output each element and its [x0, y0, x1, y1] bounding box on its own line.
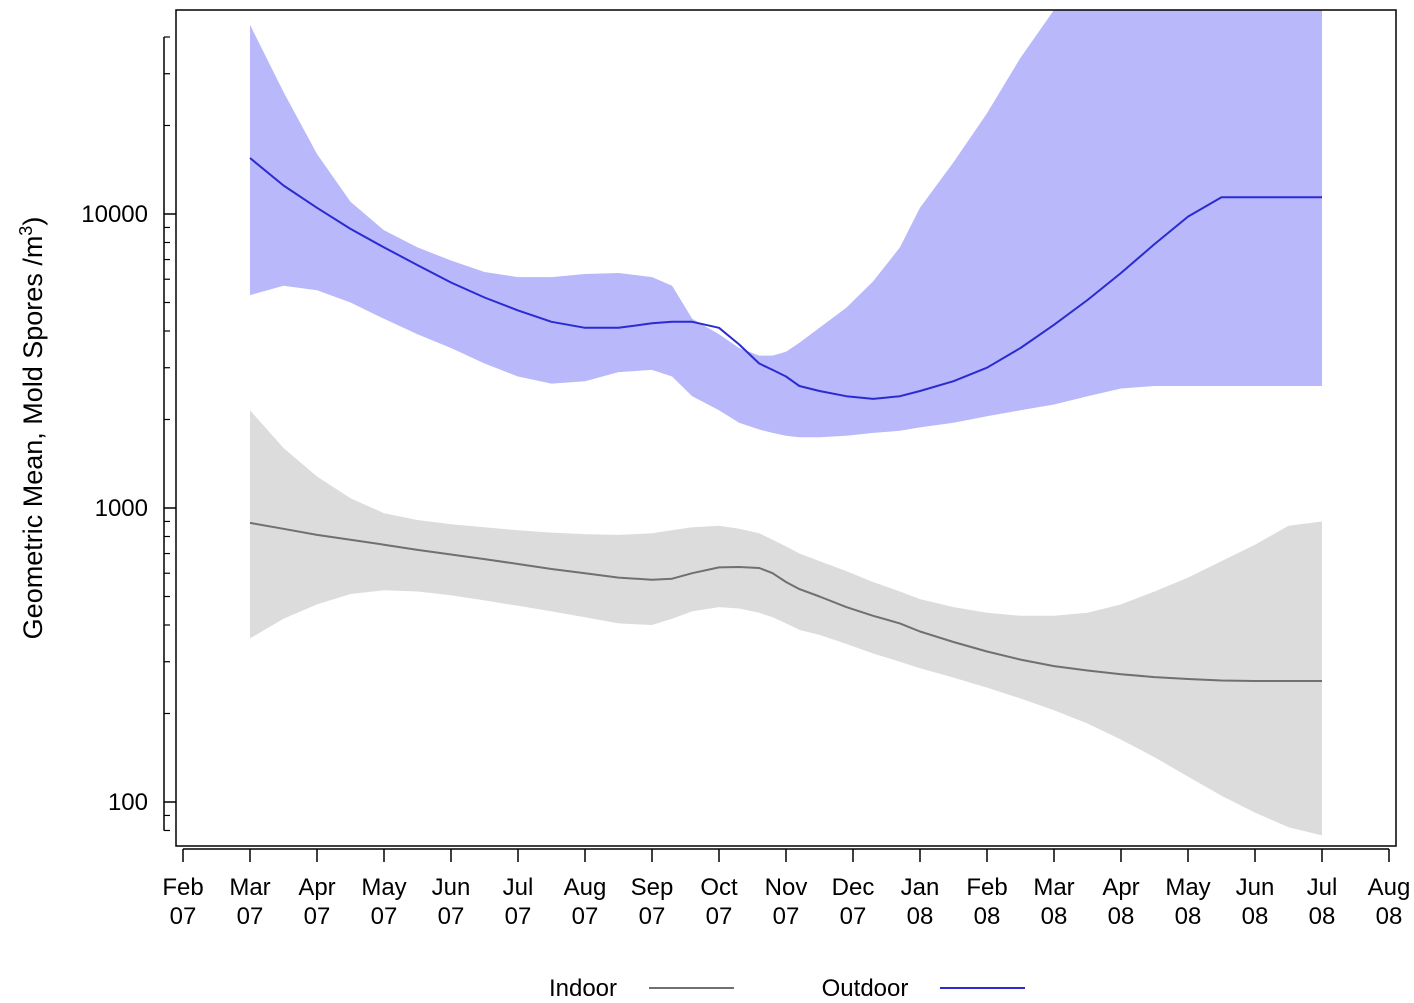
x-tick-label-year: 08 [1309, 903, 1336, 930]
x-tick-label-year: 08 [1175, 903, 1202, 930]
plot-area [175, 9, 1397, 847]
y-axis-title: Geometric Mean, Mold Spores /m3) [16, 217, 48, 640]
x-tick-label-year: 07 [639, 903, 666, 930]
x-tick-label-year: 08 [1041, 903, 1068, 930]
y-axis: 100 1000 10000 [81, 36, 176, 832]
y-tick-label: 100 [108, 789, 148, 816]
x-tick-label-year: 07 [237, 903, 264, 930]
x-tick-label-month: Nov [765, 874, 808, 901]
band-outdoor [250, 10, 1322, 438]
x-tick-label-month: Apr [1102, 874, 1139, 901]
legend-label-outdoor: Outdoor [822, 975, 909, 1002]
x-tick-label-month: Jun [1236, 874, 1275, 901]
x-tick-label-year: 08 [1108, 903, 1135, 930]
x-tick-label-month: Apr [298, 874, 335, 901]
x-tick-label-month: Jun [432, 874, 471, 901]
x-tick-label-year: 08 [1376, 903, 1403, 930]
x-tick-label-year: 07 [304, 903, 331, 930]
x-tick-label-year: 07 [170, 903, 197, 930]
y-tick-label: 1000 [95, 495, 148, 522]
x-tick-label-month: Sep [631, 874, 674, 901]
x-tick-label-month: Oct [700, 874, 738, 901]
x-tick-label-year: 08 [974, 903, 1001, 930]
x-tick-label-month: Feb [966, 874, 1007, 901]
band-indoor [250, 410, 1322, 836]
x-tick-label-month: Mar [229, 874, 270, 901]
x-tick-label-year: 07 [840, 903, 867, 930]
series-lines [249, 157, 1322, 682]
x-tick-label-year: 07 [438, 903, 465, 930]
x-tick-label-month: Feb [162, 874, 203, 901]
x-tick-label-year: 07 [572, 903, 599, 930]
y-axis-title-superscript: 3 [16, 226, 36, 236]
x-tick-label-month: Dec [832, 874, 875, 901]
x-tick-label-year: 07 [706, 903, 733, 930]
x-tick-label-month: Jul [1307, 874, 1338, 901]
x-tick-label-year: 08 [907, 903, 934, 930]
x-tick-label-month: May [361, 874, 406, 901]
y-axis-title-suffix: ) [18, 217, 48, 226]
y-axis-title-main: Geometric Mean, Mold Spores /m [18, 236, 48, 640]
confidence-bands [250, 10, 1322, 836]
x-tick-label-year: 08 [1242, 903, 1269, 930]
x-tick-label-month: Aug [1368, 874, 1411, 901]
x-tick-label-year: 07 [371, 903, 398, 930]
y-tick-label: 10000 [81, 201, 148, 228]
x-tick-label-year: 07 [773, 903, 800, 930]
x-tick-label-month: May [1165, 874, 1210, 901]
legend: Indoor Outdoor [549, 975, 1025, 1002]
x-axis: Feb07Mar07Apr07May07Jun07Jul07Aug07Sep07… [162, 848, 1411, 930]
plot-frame [175, 9, 1397, 847]
x-tick-label-month: Jul [503, 874, 534, 901]
x-tick-label-month: Jan [901, 874, 940, 901]
line-outdoor [249, 157, 1322, 400]
legend-label-indoor: Indoor [549, 975, 617, 1002]
x-tick-label-month: Aug [564, 874, 607, 901]
x-tick-label-month: Mar [1033, 874, 1074, 901]
line-indoor [249, 521, 1322, 682]
x-tick-label-year: 07 [505, 903, 532, 930]
